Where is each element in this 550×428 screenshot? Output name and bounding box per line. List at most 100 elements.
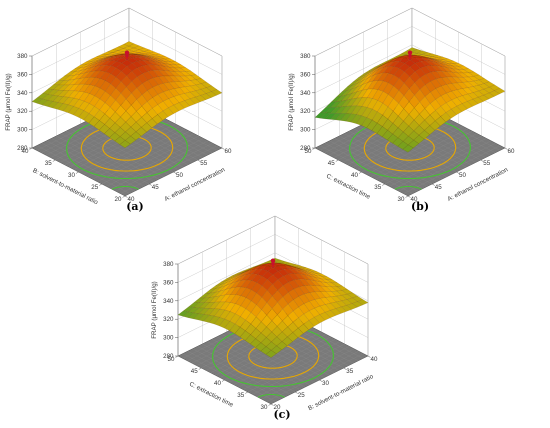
floor-contour-corner bbox=[111, 185, 139, 190]
x-tick-label: 60 bbox=[508, 148, 515, 155]
y-tick-label: 40 bbox=[214, 380, 221, 387]
y-tick-label: 35 bbox=[45, 160, 52, 167]
design-point bbox=[407, 50, 413, 55]
y-tick bbox=[29, 147, 33, 150]
y-tick-label: 30 bbox=[398, 196, 405, 203]
z-tick-label: 360 bbox=[17, 71, 28, 78]
design-point bbox=[408, 54, 412, 58]
x-tick-label: 60 bbox=[225, 148, 232, 155]
response-surface bbox=[177, 257, 369, 358]
z-tick-label: 300 bbox=[17, 127, 28, 134]
x-tick bbox=[221, 147, 225, 150]
surface-panel-b: 280 300 320 340 360 380 FRAP (μmol Fe(II)/g) 40… bbox=[288, 7, 515, 203]
z-axis-label: FRAP (μmol Fe(II)/g) bbox=[5, 73, 12, 130]
x-tick bbox=[173, 171, 177, 174]
x-tick bbox=[407, 195, 411, 198]
design-point bbox=[125, 54, 129, 58]
y-tick-label: 40 bbox=[351, 172, 358, 179]
x-tick bbox=[197, 159, 201, 162]
panel-label-a: (a) bbox=[126, 200, 144, 213]
y-tick-label: 50 bbox=[305, 148, 312, 155]
y-tick-label: 40 bbox=[22, 148, 29, 155]
y-tick-label: 35 bbox=[237, 392, 244, 399]
y-tick bbox=[198, 367, 202, 370]
z-tick-label: 360 bbox=[300, 71, 311, 78]
x-tick bbox=[367, 355, 371, 358]
z-tick-label: 340 bbox=[163, 298, 174, 305]
x-tick-label: 40 bbox=[371, 356, 378, 363]
panel-label-c: (c) bbox=[273, 408, 290, 421]
z-tick-label: 380 bbox=[163, 261, 174, 268]
y-axis-label: C: extraction time bbox=[188, 381, 235, 409]
z-tick-label: 280 bbox=[300, 145, 311, 152]
y-tick-label: 45 bbox=[328, 160, 335, 167]
y-tick bbox=[52, 159, 56, 162]
y-tick bbox=[382, 183, 385, 186]
surface-patch bbox=[119, 140, 131, 149]
design-point bbox=[270, 258, 276, 263]
y-tick bbox=[268, 403, 272, 406]
z-axis-label: FRAP (μmol Fe(II)/g) bbox=[151, 281, 158, 338]
x-tick-label: 45 bbox=[435, 184, 442, 191]
x-tick-label: 55 bbox=[200, 160, 207, 167]
x-tick bbox=[343, 367, 347, 370]
x-tick-label: 30 bbox=[322, 380, 329, 387]
x-tick bbox=[270, 403, 274, 406]
y-tick bbox=[335, 159, 339, 162]
y-tick bbox=[122, 195, 126, 198]
x-tick-label: 50 bbox=[176, 172, 183, 179]
x-tick-label: 35 bbox=[346, 368, 353, 375]
y-tick bbox=[221, 379, 225, 382]
z-tick-label: 340 bbox=[17, 90, 28, 97]
z-tick-label: 340 bbox=[300, 90, 311, 97]
y-tick-label: 30 bbox=[261, 404, 268, 411]
z-tick-label: 280 bbox=[163, 353, 174, 360]
z-tick-label: 300 bbox=[163, 335, 174, 342]
x-tick-label: 55 bbox=[483, 160, 490, 167]
x-tick bbox=[124, 195, 128, 198]
response-surface bbox=[314, 47, 506, 153]
y-tick-label: 35 bbox=[374, 184, 381, 191]
surface-panel-a: 280 300 320 340 360 380 FRAP (μmol Fe(II)/g) 40… bbox=[5, 7, 232, 206]
z-tick-label: 380 bbox=[300, 53, 311, 60]
y-tick bbox=[245, 391, 248, 394]
y-tick bbox=[358, 171, 362, 174]
panel-label-b: (b) bbox=[411, 200, 429, 213]
floor-gridline bbox=[78, 123, 176, 173]
surface-patch bbox=[265, 350, 277, 358]
z-tick-label: 320 bbox=[17, 108, 28, 115]
x-tick-label: 45 bbox=[152, 184, 159, 191]
x-tick bbox=[319, 379, 323, 382]
surface-patch bbox=[402, 144, 414, 153]
y-tick-label: 45 bbox=[191, 368, 198, 375]
design-point bbox=[124, 50, 130, 55]
y-tick bbox=[175, 355, 179, 358]
y-tick-label: 50 bbox=[168, 356, 175, 363]
y-tick-label: 25 bbox=[91, 184, 98, 191]
x-tick-label: 20 bbox=[274, 404, 281, 411]
z-tick-label: 280 bbox=[17, 145, 28, 152]
y-tick bbox=[75, 171, 79, 174]
x-tick-label: 40 bbox=[411, 196, 418, 203]
design-point bbox=[271, 262, 275, 266]
z-tick-label: 320 bbox=[163, 316, 174, 323]
z-tick-label: 320 bbox=[300, 108, 311, 115]
x-tick-label: 50 bbox=[459, 172, 466, 179]
x-tick bbox=[480, 159, 484, 162]
z-tick-label: 300 bbox=[300, 127, 311, 134]
x-tick bbox=[432, 183, 435, 186]
y-tick-label: 20 bbox=[115, 196, 122, 203]
floor-contour-corner bbox=[257, 393, 285, 398]
z-axis-label: FRAP (μmol Fe(II)/g) bbox=[288, 73, 295, 130]
floor-contour-corner bbox=[394, 185, 422, 190]
x-tick bbox=[456, 171, 460, 174]
response-surface bbox=[31, 41, 223, 149]
z-tick-label: 380 bbox=[17, 53, 28, 60]
y-tick bbox=[405, 195, 409, 198]
x-tick bbox=[149, 183, 152, 186]
surface-panel-c: 280 300 320 340 360 380 FRAP (μmol Fe(II)/g) 20… bbox=[151, 215, 378, 412]
z-tick-label: 360 bbox=[163, 279, 174, 286]
x-tick bbox=[295, 391, 298, 394]
y-tick bbox=[99, 183, 102, 186]
